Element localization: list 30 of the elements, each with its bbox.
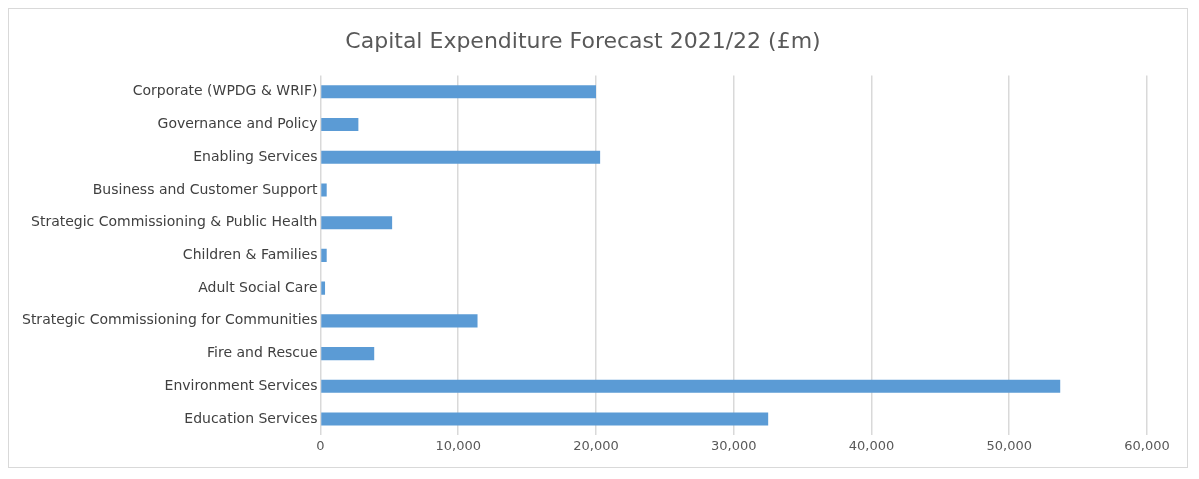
bar [321,117,359,132]
y-tick-label: Environment Services [164,376,318,393]
bar [321,216,393,230]
bar [321,347,375,361]
y-tick-label: Fire and Rescue [207,344,318,361]
y-tick-label: Corporate (WPDG & WRIF) [132,82,318,99]
bar [321,379,1061,393]
bar [321,248,327,262]
y-tick-label: Governance and Policy [157,115,318,132]
bar [321,150,601,164]
bar [321,281,326,295]
bar [321,412,769,426]
y-tick-label: Children & Families [182,246,318,263]
bar [321,183,327,197]
y-tick-label: Education Services [184,409,318,426]
x-tick-label: 50,000 [986,437,1032,453]
bar [321,314,478,328]
bar [321,85,596,99]
y-tick-label: Strategic Commissioning for Communities [22,311,318,328]
x-tick-label: 30,000 [711,437,757,453]
y-tick-label: Adult Social Care [198,278,318,295]
x-tick-label: 0 [316,437,325,453]
x-tick-label: 40,000 [848,437,895,453]
chart-title: Capital Expenditure Forecast 2021/22 (£m) [345,27,821,53]
y-tick-label: Enabling Services [193,147,318,164]
y-tick-label: Business and Customer Support [92,180,318,197]
x-tick-label: 10,000 [435,437,481,453]
x-tick-label: 60,000 [1124,437,1170,453]
x-tick-label: 20,000 [573,437,619,453]
y-tick-label: Strategic Commissioning & Public Health [31,213,318,230]
